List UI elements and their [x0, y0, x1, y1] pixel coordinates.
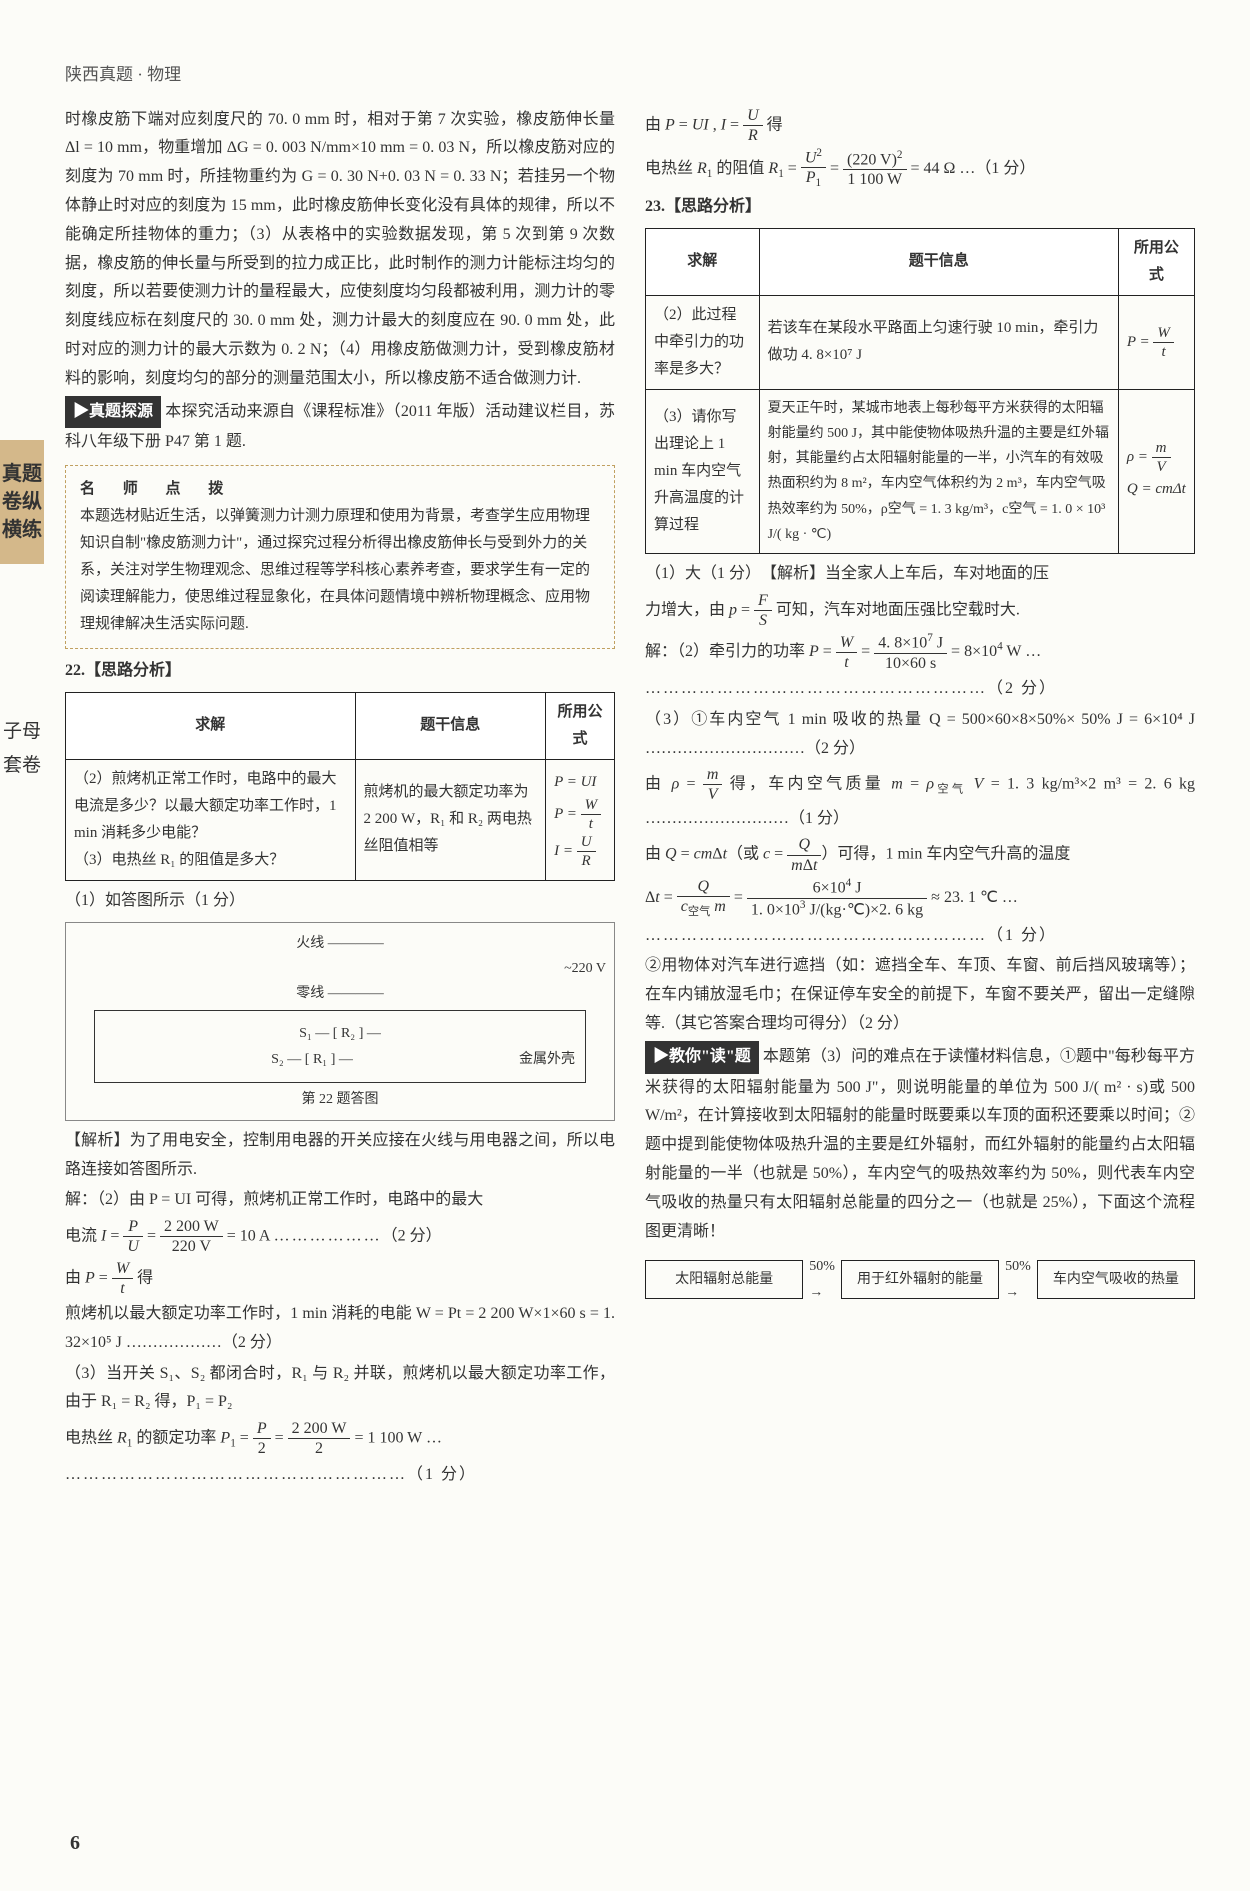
origin-line: ▶真题探源 本探究活动来源自《课程标准》（2011 年版）活动建议栏目，苏科八年… — [65, 396, 615, 458]
sol-2b: 电流 I = PU = 2 200 W220 V = 10 A ………………（2… — [65, 1217, 615, 1256]
a1b: 力增大，由 p = FS 可知，汽车对地面压强比空载时大. — [645, 591, 1195, 630]
r2: 电热丝 R1 的阻值 R1 = U2P1 = (220 V)21 100 W =… — [645, 147, 1195, 191]
sol-3c: …………………………………………………（1 分） — [65, 1461, 615, 1490]
th: 求解 — [66, 692, 356, 759]
right-column: 由 P = UI , I = UR 得 电热丝 R1 的阻值 R1 = U2P1… — [645, 106, 1195, 1492]
tips-box: 名 师 点 拨 本题选材贴近生活，以弹簧测力计测力原理和使用为背景，考查学生应用… — [65, 465, 615, 649]
flow-box: 车内空气吸收的热量 — [1037, 1260, 1195, 1299]
wire: 火线 ———— — [74, 931, 606, 956]
side-tab-1: 真题卷纵横练 — [0, 440, 44, 564]
a3e: …………………………………………………（1 分） — [645, 922, 1195, 951]
table-22: 求解 题干信息 所用公式 （2）煎烤机正常工作时，电路中的最大电流是多少？以最大… — [65, 692, 615, 881]
td: 煎烤机的最大额定功率为 2 200 W，R₁ 和 R₂ 两电热丝阻值相等 — [355, 759, 546, 880]
circuit-diagram: 火线 ———— ~220 V 零线 ———— S₁ — [ R₂ ] — S₂ … — [65, 922, 615, 1121]
flow-arrow: 50%→ — [999, 1254, 1037, 1304]
td: P = UI P = Wt I = UR — [546, 759, 615, 880]
ans-1: （1）如答图所示（1 分） — [65, 887, 615, 916]
voltage: ~220 V — [74, 956, 606, 981]
flow-diagram: 太阳辐射总能量 50%→ 用于红外辐射的能量 50%→ 车内空气吸收的热量 — [645, 1254, 1195, 1304]
sol-3: （3）当开关 S₁、S₂ 都闭合时，R₁ 与 R₂ 并联，煎烤机以最大额定功率工… — [65, 1360, 615, 1418]
page-header: 陕西真题 · 物理 — [65, 60, 1195, 91]
read-text: 本题第（3）问的难点在于读懂材料信息，①题中"每秒每平方米获得的太阳辐射能量为 … — [645, 1048, 1195, 1240]
th: 题干信息 — [759, 228, 1118, 295]
td: （2）此过程中牵引力的功率是多大？ — [646, 295, 760, 389]
th: 所用公式 — [1118, 228, 1194, 295]
explain: 【解析】为了用电安全，控制用电器的开关应接在火线与用电器之间，所以电路连接如答图… — [65, 1127, 615, 1185]
td: ρ = mV Q = cmΔt — [1118, 389, 1194, 553]
caption: 第 22 题答图 — [74, 1087, 606, 1112]
flow-box: 用于红外辐射的能量 — [841, 1260, 999, 1299]
th: 求解 — [646, 228, 760, 295]
td: P = Wt — [1118, 295, 1194, 389]
td: 夏天正午时，某城市地表上每秒每平方米获得的太阳辐射能量约 500 J，其中能使物… — [759, 389, 1118, 553]
r1: 由 P = UI , I = UR 得 — [645, 106, 1195, 145]
a2b: …………………………………………………（2 分） — [645, 675, 1195, 704]
side-tab-2: 子母套卷 — [0, 700, 44, 798]
flow-box: 太阳辐射总能量 — [645, 1260, 803, 1299]
q22-head: 22.【思路分析】 — [65, 657, 615, 686]
a1: （1）大（1 分） 【解析】当全家人上车后，车对地面的压 — [645, 560, 1195, 589]
page-number: 6 — [70, 1825, 80, 1861]
sol-2c: 由 P = Wt 得 — [65, 1259, 615, 1298]
q23-head: 23.【思路分析】 — [645, 193, 1195, 222]
a3c: 由 Q = cmΔt（或 c = QmΔt）可得，1 min 车内空气升高的温度 — [645, 835, 1195, 874]
read-line: ▶教你"读"题 本题第（3）问的难点在于读懂材料信息，①题中"每秒每平方米获得的… — [645, 1041, 1195, 1247]
a3b: 由 ρ = mV 得，车内空气质量 m = ρ空气 V = 1. 3 kg/m³… — [645, 765, 1195, 833]
sol-2a: 解：（2）由 P = UI 可得，煎烤机正常工作时，电路中的最大 — [65, 1186, 615, 1215]
tips-title: 名 师 点 拨 — [80, 476, 600, 503]
table-23: 求解 题干信息 所用公式 （2）此过程中牵引力的功率是多大？ 若该车在某段水平路… — [645, 228, 1195, 554]
th: 题干信息 — [355, 692, 546, 759]
origin-badge: ▶真题探源 — [65, 396, 161, 429]
read-badge: ▶教你"读"题 — [645, 1041, 759, 1074]
a2: 解：（2）牵引力的功率 P = Wt = 4. 8×107 J10×60 s =… — [645, 632, 1195, 673]
sol-3b: 电热丝 R1 的额定功率 P1 = P2 = 2 200 W2 = 1 100 … — [65, 1419, 615, 1458]
a3d: Δt = Qc空气 m = 6×104 J1. 0×103 J/(kg·℃)×2… — [645, 877, 1195, 920]
td: 若该车在某段水平路面上匀速行驶 10 min，牵引力做功 4. 8×10⁷ J — [759, 295, 1118, 389]
wire: 零线 ———— — [74, 981, 606, 1006]
td: （3）请你写出理论上 1 min 车内空气升高温度的计算过程 — [646, 389, 760, 553]
a3: （3）①车内空气 1 min 吸收的热量 Q = 500×60×8×50%× 5… — [645, 706, 1195, 764]
td: （2）煎烤机正常工作时，电路中的最大电流是多少？以最大额定功率工作时，1 min… — [66, 759, 356, 880]
a3f: ②用物体对汽车进行遮挡（如：遮挡全车、车顶、车窗、前后挡风玻璃等）；在车内铺放湿… — [645, 952, 1195, 1038]
th: 所用公式 — [546, 692, 615, 759]
sol-2d: 煎烤机以最大额定功率工作时，1 min 消耗的电能 W = Pt = 2 200… — [65, 1300, 615, 1358]
paragraph: 时橡皮筋下端对应刻度尺的 70. 0 mm 时，相对于第 7 次实验，橡皮筋伸长… — [65, 106, 615, 394]
left-column: 时橡皮筋下端对应刻度尺的 70. 0 mm 时，相对于第 7 次实验，橡皮筋伸长… — [65, 106, 615, 1492]
tips-body: 本题选材贴近生活，以弹簧测力计测力原理和使用为背景，考查学生应用物理知识自制"橡… — [80, 503, 600, 638]
flow-arrow: 50%→ — [803, 1254, 841, 1304]
